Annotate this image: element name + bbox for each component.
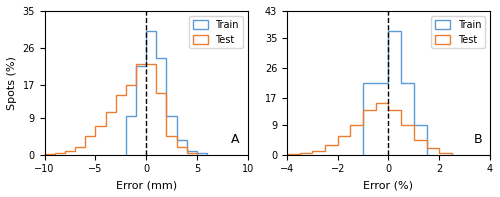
Y-axis label: Spots (%): Spots (%)	[7, 56, 17, 110]
Legend: Train, Test: Train, Test	[432, 16, 485, 48]
X-axis label: Error (%): Error (%)	[364, 180, 414, 190]
X-axis label: Error (mm): Error (mm)	[116, 180, 176, 190]
Text: A: A	[232, 133, 240, 146]
Text: B: B	[474, 133, 482, 146]
Legend: Train, Test: Train, Test	[189, 16, 243, 48]
